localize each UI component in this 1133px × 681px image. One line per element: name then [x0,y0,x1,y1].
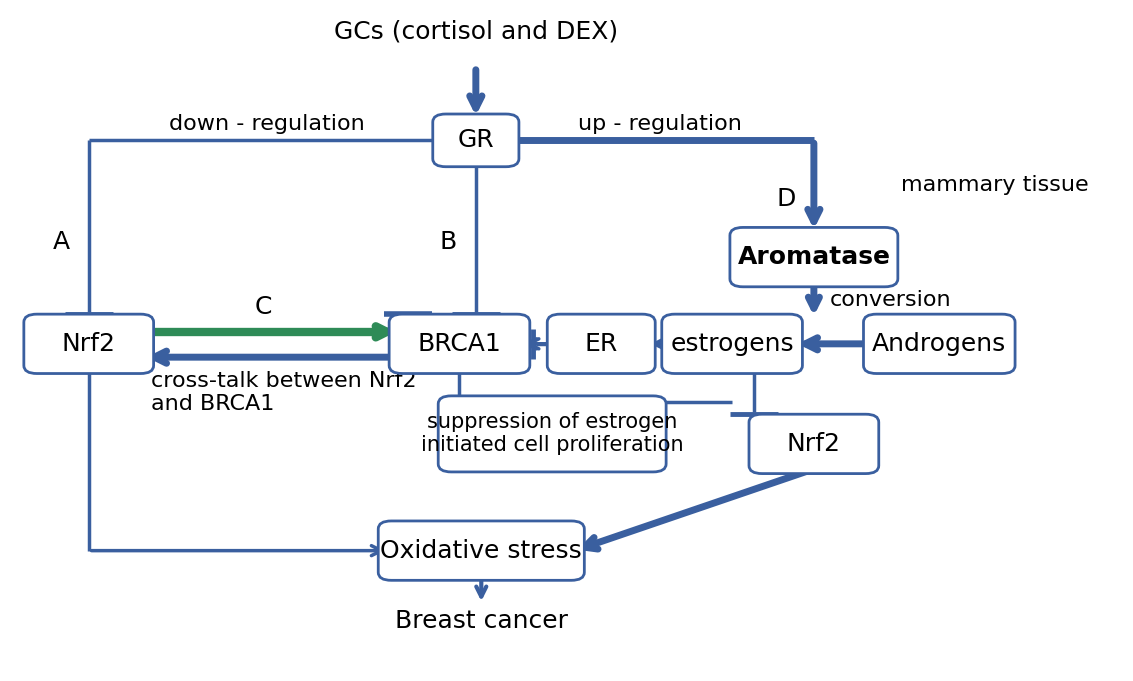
FancyBboxPatch shape [749,414,878,473]
FancyBboxPatch shape [662,314,802,373]
Text: C: C [254,295,272,319]
Text: Oxidative stress: Oxidative stress [381,539,581,563]
Text: GCs (cortisol and DEX): GCs (cortisol and DEX) [333,20,617,44]
Text: down - regulation: down - regulation [169,114,365,133]
Text: BRCA1: BRCA1 [417,332,501,356]
Text: up - regulation: up - regulation [578,114,741,133]
Text: Nrf2: Nrf2 [61,332,116,356]
FancyBboxPatch shape [730,227,897,287]
Text: suppression of estrogen
initiated cell proliferation: suppression of estrogen initiated cell p… [420,412,683,456]
Text: Androgens: Androgens [871,332,1006,356]
Text: A: A [53,230,70,254]
Text: conversion: conversion [829,291,952,311]
Text: B: B [440,230,457,254]
FancyBboxPatch shape [378,521,583,580]
FancyBboxPatch shape [438,396,666,472]
FancyBboxPatch shape [389,314,529,373]
FancyBboxPatch shape [24,314,153,373]
FancyBboxPatch shape [547,314,655,373]
Text: cross-talk between Nrf2
and BRCA1: cross-talk between Nrf2 and BRCA1 [152,370,417,414]
Text: ER: ER [585,332,617,356]
Text: Nrf2: Nrf2 [786,432,841,456]
Text: D: D [776,187,795,210]
FancyBboxPatch shape [863,314,1014,373]
Text: Breast cancer: Breast cancer [394,609,568,633]
Text: GR: GR [458,128,494,153]
FancyBboxPatch shape [433,114,519,167]
Text: mammary tissue: mammary tissue [901,176,1088,195]
Text: Aromatase: Aromatase [736,245,889,269]
Text: estrogens: estrogens [670,332,793,356]
